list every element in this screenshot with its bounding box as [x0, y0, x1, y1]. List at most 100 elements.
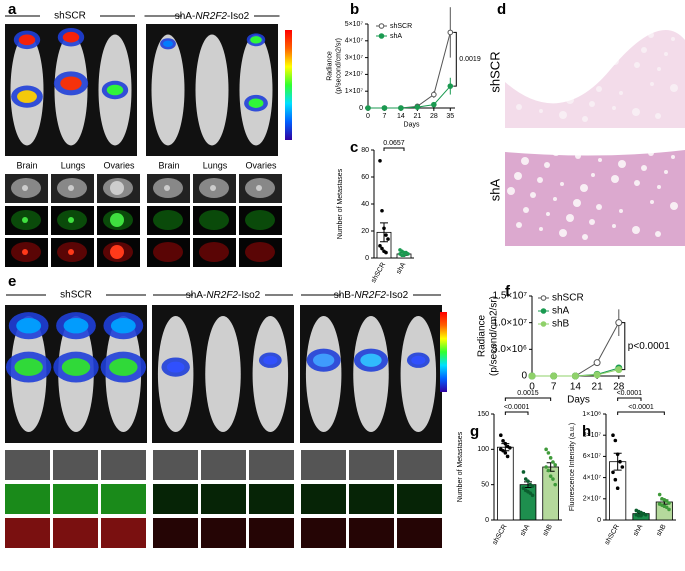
legend-marker — [540, 308, 547, 314]
x-tick-label: 21 — [592, 382, 604, 393]
data-point — [530, 484, 535, 488]
mouse-body — [305, 316, 342, 432]
y-tick-label: 3×10⁷ — [345, 54, 364, 61]
significance-label: <0.0001 — [617, 390, 643, 397]
signal-blob — [263, 355, 278, 365]
x-tick-label: shB — [542, 523, 554, 537]
signal-blob — [18, 34, 36, 46]
x-tick-label: 35 — [446, 113, 454, 120]
data-point — [664, 505, 669, 510]
tissue-pore — [655, 113, 661, 119]
tissue-pore — [655, 231, 661, 237]
data-point — [571, 372, 579, 380]
tissue-image — [53, 484, 98, 514]
x-axis-label: Days — [567, 395, 590, 406]
legend-label: shB — [552, 319, 570, 330]
tissue-image — [249, 518, 294, 548]
legend-marker — [378, 33, 385, 39]
tissue-spot — [22, 249, 28, 255]
y-tick-label: 0 — [365, 255, 369, 262]
signal-blob — [109, 358, 138, 376]
y-tick-label: 0 — [485, 517, 489, 524]
signal-blob — [166, 361, 185, 373]
data-point — [643, 512, 648, 517]
column-header: shB-NR2F2-Iso2 — [334, 290, 409, 301]
significance-bracket — [453, 31, 457, 87]
tissue-pore — [596, 204, 602, 210]
signal-blob — [250, 36, 262, 44]
data-point — [447, 29, 454, 36]
x-tick-label: shB — [656, 523, 668, 537]
data-point — [593, 359, 601, 367]
significance-bracket — [383, 147, 405, 151]
header-part: -Iso2 — [227, 11, 250, 22]
data-point — [546, 451, 551, 455]
mouse-body — [205, 316, 241, 432]
significance-bracket — [621, 322, 626, 371]
tissue-image — [301, 450, 346, 480]
tissue-label: Lungs — [203, 160, 228, 170]
data-point — [380, 246, 384, 251]
y-tick-label: 2×10⁷ — [583, 496, 602, 503]
data-point — [378, 244, 382, 248]
tissue — [199, 242, 229, 262]
header-part: -Iso2 — [386, 290, 409, 301]
tissue-pore — [582, 116, 588, 122]
y-tick-label: 0 — [359, 105, 363, 112]
tissue-image — [153, 518, 198, 548]
panel-label: e — [8, 273, 16, 290]
y-tick-label: 100 — [477, 446, 489, 453]
tissue-pore — [559, 111, 567, 119]
panel-label: h — [582, 423, 591, 440]
legend-label: shA — [390, 33, 402, 40]
colorbar — [440, 312, 447, 392]
data-point — [521, 486, 526, 491]
data-point — [639, 513, 643, 518]
tissue-image — [101, 450, 146, 480]
data-point — [530, 493, 535, 498]
tissue-spot — [110, 181, 124, 195]
tissue-pore — [514, 172, 522, 180]
tissue-pore — [641, 47, 647, 53]
data-point — [499, 433, 503, 438]
mouse-body — [353, 316, 389, 432]
signal-blob — [14, 358, 43, 376]
y-tick-label: 80 — [361, 147, 369, 154]
data-point — [503, 441, 508, 446]
tissue-pore — [589, 219, 595, 225]
y-tick-label: 1×10⁸ — [582, 411, 601, 418]
tissue-pore — [650, 82, 654, 86]
data-point — [503, 451, 508, 455]
mouse-body — [151, 34, 185, 146]
x-tick-label: 28 — [613, 382, 625, 393]
legend-marker — [540, 295, 547, 301]
tissue-pore — [523, 207, 529, 213]
tissue-pore — [611, 175, 619, 183]
data-point — [615, 486, 620, 491]
tissue-pore — [671, 37, 675, 41]
tissue-label: Brain — [16, 160, 37, 170]
tissue-pore — [516, 222, 522, 228]
tissue-pore — [664, 52, 668, 56]
series-line — [368, 85, 451, 109]
x-tick-label: 14 — [397, 113, 405, 120]
tissue-pore — [546, 212, 550, 216]
mouse-body — [252, 316, 289, 432]
tissue-image — [101, 484, 146, 514]
tissue-image — [53, 450, 98, 480]
y-axis-label: Fluorescence Intensity (a.u.) — [569, 423, 576, 511]
tissue-image — [397, 484, 442, 514]
data-point — [431, 101, 437, 108]
signal-blob — [62, 31, 80, 43]
data-point — [380, 208, 384, 213]
data-point — [365, 105, 371, 111]
y-axis-label: Radiance — [326, 51, 333, 81]
tissue-pore — [657, 185, 661, 189]
y-tick-label: 150 — [477, 411, 489, 418]
mouse-body — [195, 34, 229, 146]
tissue-pore — [589, 101, 595, 107]
signal-blob — [313, 353, 335, 367]
panel-label: g — [470, 423, 479, 440]
header-part: NR2F2 — [354, 290, 386, 301]
tissue-pore — [553, 197, 557, 201]
